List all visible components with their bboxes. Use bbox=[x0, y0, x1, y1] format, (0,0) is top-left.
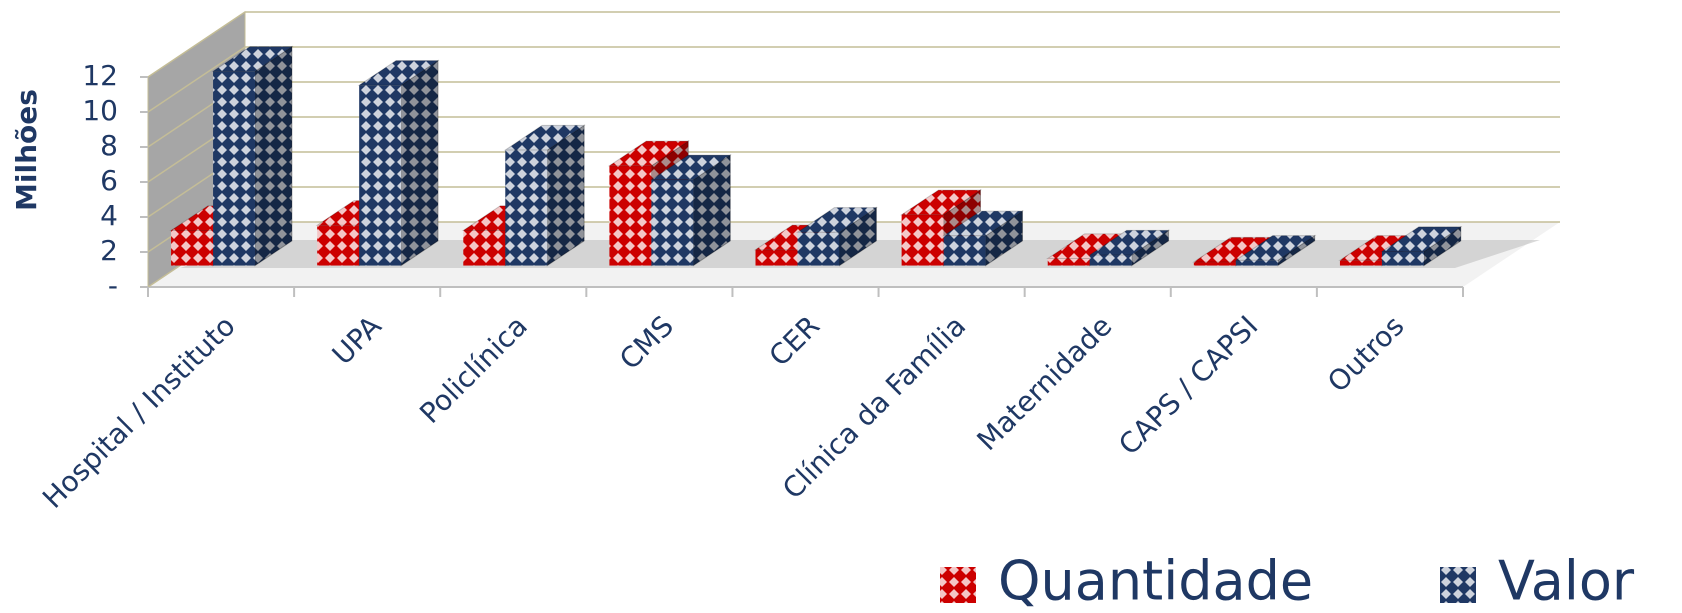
x-tick-label: CAPS / CAPSI bbox=[1112, 309, 1264, 461]
bar-front bbox=[1381, 251, 1424, 266]
y-tick-label: 6 bbox=[100, 164, 118, 197]
bar-top bbox=[503, 124, 586, 151]
x-tick-label: UPA bbox=[326, 309, 388, 371]
bar-front bbox=[1089, 255, 1132, 266]
y-tick-label: 2 bbox=[100, 234, 118, 267]
grid-line bbox=[147, 46, 1560, 113]
bar-front bbox=[317, 225, 360, 266]
bar bbox=[503, 124, 586, 267]
bar-side-shade bbox=[693, 155, 731, 266]
bar bbox=[649, 154, 732, 267]
bar-front bbox=[943, 235, 986, 266]
y-tick-label: 4 bbox=[100, 199, 118, 232]
bar-front bbox=[797, 232, 840, 266]
x-tick-label: CMS bbox=[613, 309, 680, 376]
bar bbox=[1088, 229, 1171, 267]
x-tick-label: CER bbox=[763, 309, 826, 372]
y-tick-label: 10 bbox=[82, 94, 118, 127]
legend-swatch bbox=[1440, 567, 1476, 603]
bar-front bbox=[901, 214, 944, 266]
bar-side-shade bbox=[255, 46, 292, 266]
x-tick-label: Policlínica bbox=[413, 309, 534, 430]
bar-front bbox=[505, 150, 548, 266]
y-tick-label: 8 bbox=[100, 129, 118, 162]
bar-side-shade bbox=[401, 60, 439, 266]
x-tick-label: Outros bbox=[1321, 309, 1410, 398]
bar-front bbox=[755, 249, 798, 266]
legend-label: Quantidade bbox=[998, 550, 1313, 613]
bar-front bbox=[359, 85, 402, 266]
bar-front bbox=[1235, 260, 1278, 266]
bar bbox=[941, 210, 1025, 267]
bar-top bbox=[357, 60, 440, 86]
bar-side-shade bbox=[985, 211, 1023, 266]
bar-side-shade bbox=[547, 125, 585, 266]
bar-front bbox=[1047, 258, 1090, 266]
bar bbox=[1380, 225, 1463, 267]
bar-front bbox=[171, 230, 214, 266]
y-tick-label: 12 bbox=[82, 59, 118, 92]
bar-top bbox=[1234, 235, 1317, 261]
bar-top bbox=[941, 210, 1025, 237]
bar-front bbox=[463, 230, 506, 266]
bar-front bbox=[1193, 262, 1236, 266]
bar-side-shade bbox=[1423, 226, 1461, 266]
bar bbox=[211, 45, 294, 267]
legend-label: Valor bbox=[1498, 550, 1635, 613]
bar-top bbox=[211, 46, 294, 72]
x-tick-label: Maternidade bbox=[971, 309, 1119, 457]
bar-front bbox=[1339, 260, 1382, 266]
bar-top bbox=[649, 154, 732, 181]
bar-front bbox=[651, 179, 694, 266]
bar-top bbox=[899, 189, 983, 216]
bar-side-shade bbox=[1131, 230, 1169, 266]
bar bbox=[795, 206, 879, 267]
bar-side-shade bbox=[1277, 235, 1315, 266]
y-tick-label: - bbox=[108, 269, 118, 302]
x-tick-label: Hospital / Instituto bbox=[36, 309, 242, 515]
bar-top bbox=[795, 207, 879, 233]
grid-line bbox=[147, 11, 1560, 78]
y-axis-title: Milhões bbox=[10, 89, 43, 211]
bar bbox=[357, 59, 440, 267]
bar-front bbox=[609, 165, 652, 266]
bar-top bbox=[607, 140, 690, 167]
bar-top bbox=[1088, 229, 1171, 256]
bar bbox=[1234, 234, 1317, 267]
bar-side-shade bbox=[839, 207, 877, 266]
legend-swatch bbox=[940, 567, 976, 603]
bar-front bbox=[213, 71, 256, 266]
bar-top bbox=[1380, 226, 1463, 253]
